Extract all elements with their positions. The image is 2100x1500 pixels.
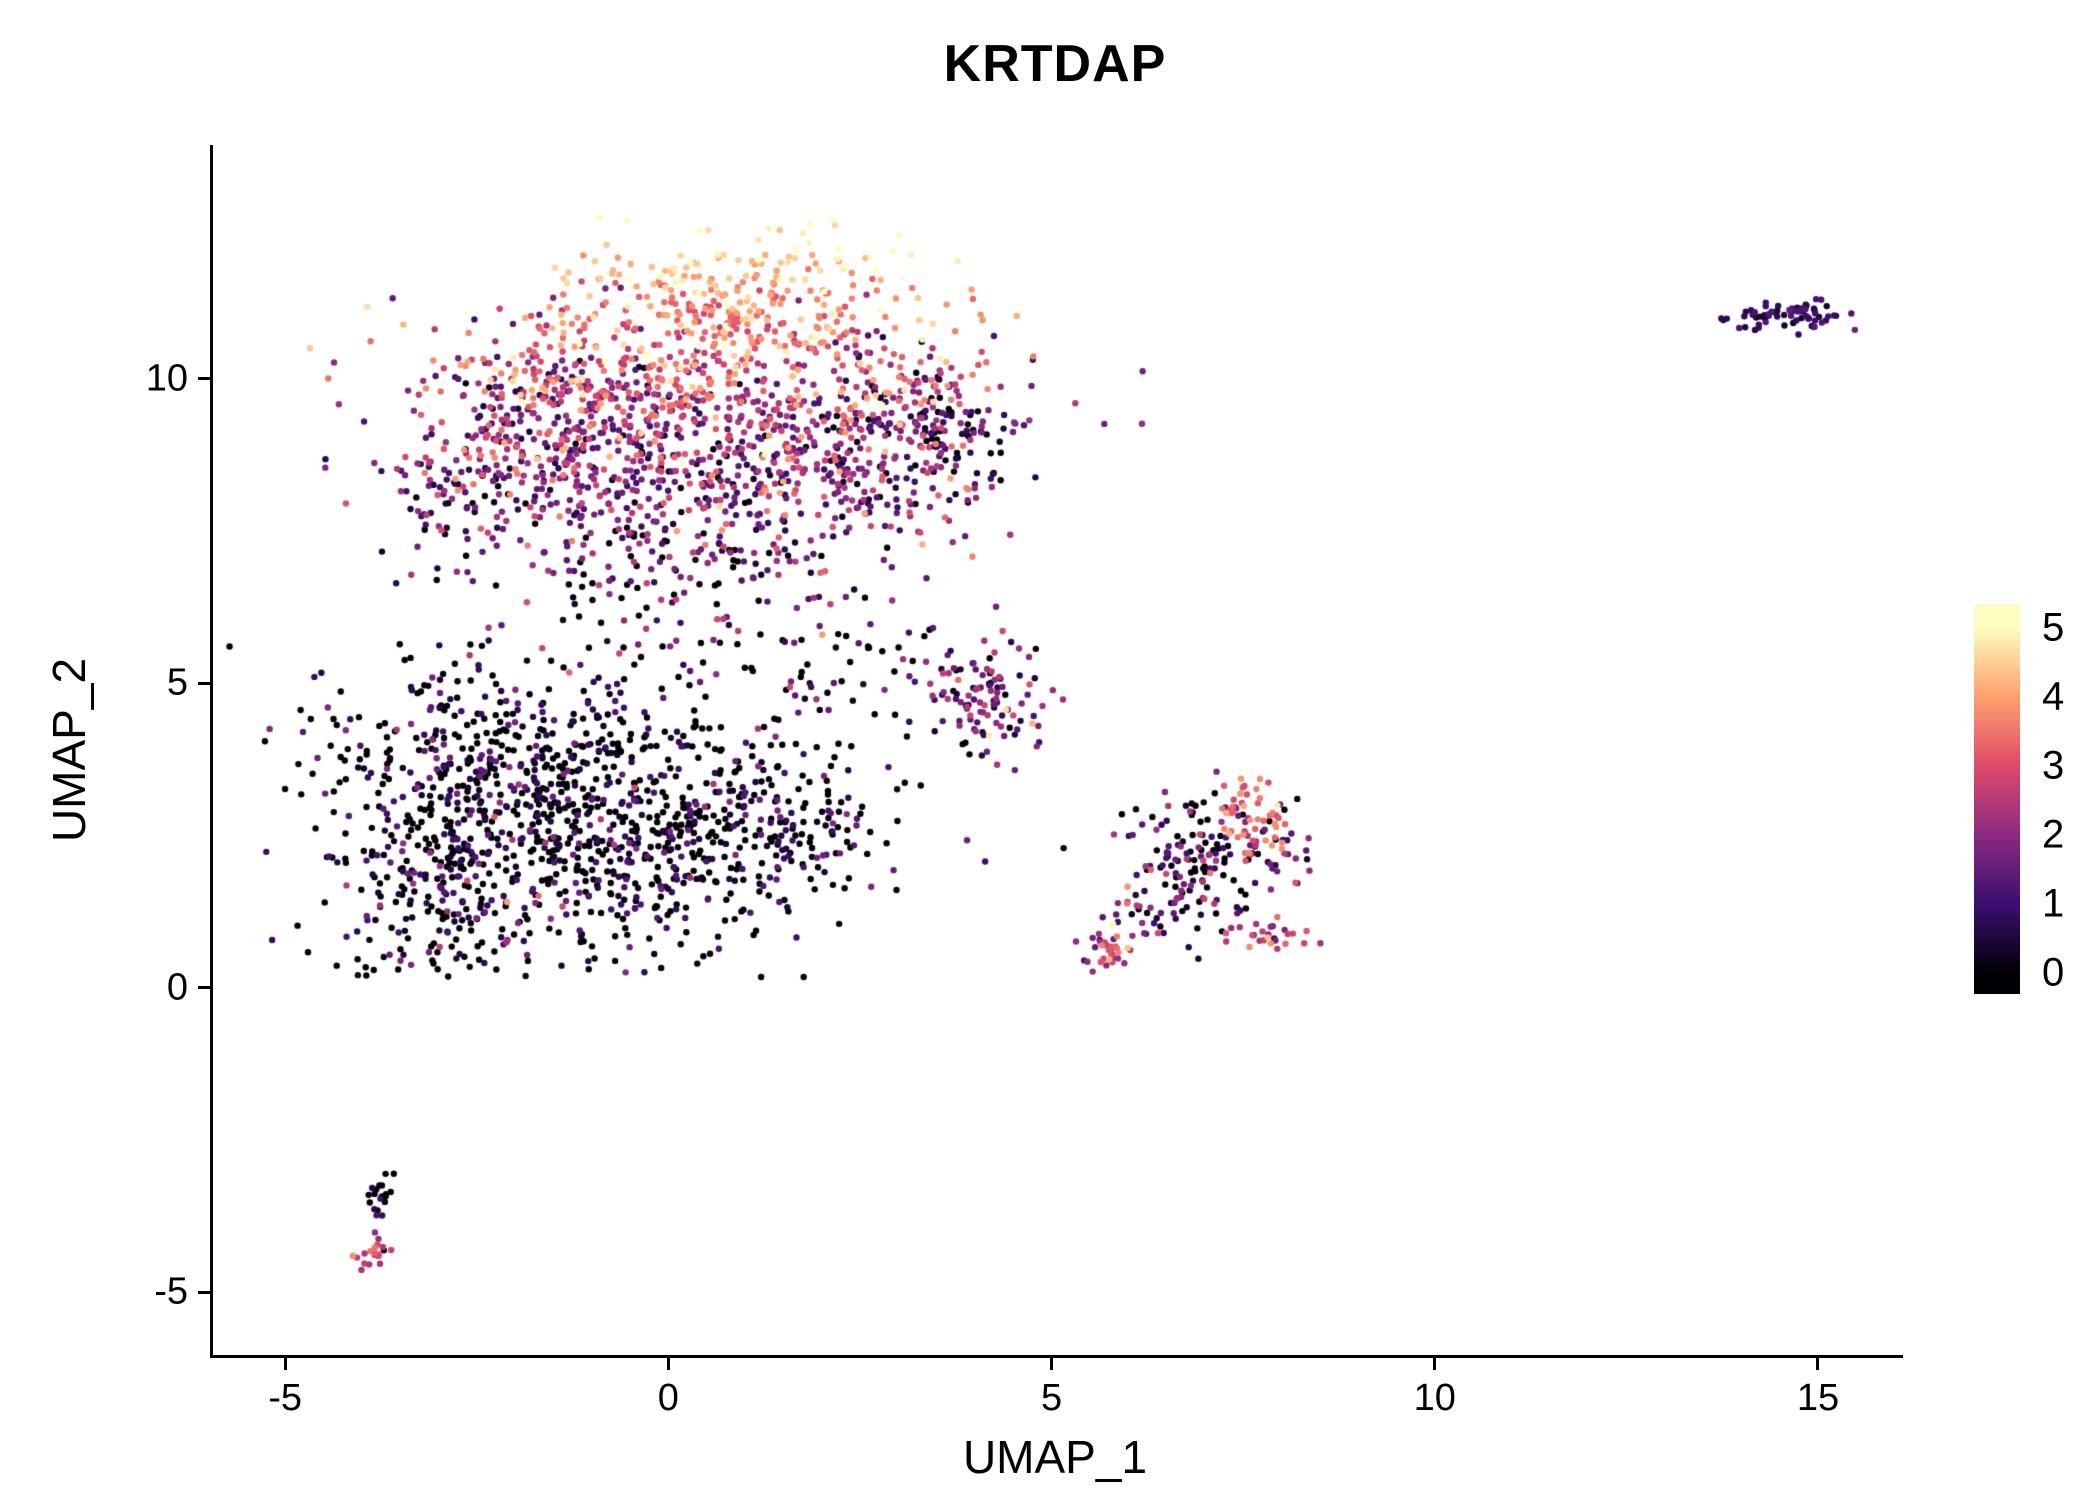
y-tick-label: -5 [154, 1270, 188, 1313]
x-tick-mark [666, 1358, 670, 1370]
x-tick-mark [1050, 1358, 1054, 1370]
legend-tick-label: 5 [2042, 605, 2065, 650]
x-tick-label: 5 [1040, 1377, 1063, 1419]
y-tick-mark [198, 986, 210, 990]
plot-title: KRTDAP [943, 35, 1167, 93]
scatter-points-canvas [213, 145, 1903, 1355]
legend-tick-label: 1 [2042, 881, 2065, 926]
y-tick-mark [198, 1290, 210, 1294]
legend-tick-label: 3 [2042, 743, 2065, 788]
x-tick-mark [1816, 1358, 1820, 1370]
x-tick-label: 15 [1796, 1377, 1840, 1419]
legend-colorbar [1974, 604, 2020, 994]
y-tick-mark [198, 681, 210, 685]
y-tick-label: 0 [166, 966, 188, 1009]
x-tick-mark [283, 1358, 287, 1370]
x-tick-mark [1433, 1358, 1437, 1370]
plot-panel [210, 145, 1903, 1358]
legend-tick-label: 2 [2042, 812, 2065, 857]
y-axis-label-wrap: UMAP_2 [34, 145, 104, 1355]
y-axis-label: UMAP_2 [43, 657, 96, 843]
y-tick-label: 5 [166, 661, 188, 704]
x-tick-label: -5 [268, 1377, 303, 1419]
legend-tick-label: 0 [2042, 950, 2065, 995]
x-axis-label: UMAP_1 [962, 1431, 1148, 1483]
y-tick-mark [198, 377, 210, 381]
x-tick-label: 0 [657, 1377, 679, 1419]
y-tick-label: 10 [145, 357, 188, 400]
legend-tick-label: 4 [2042, 674, 2065, 719]
x-tick-label: 10 [1413, 1377, 1456, 1419]
